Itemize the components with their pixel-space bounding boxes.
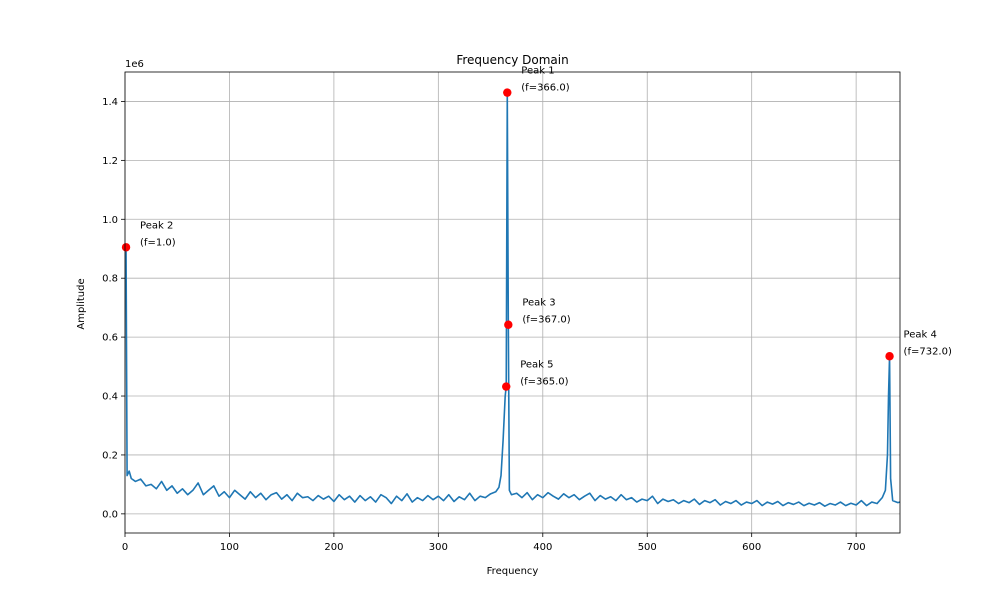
x-axis-ticks: 0 100 200 300 400 500 600 700 <box>122 533 866 553</box>
x-tick-label: 100 <box>220 542 239 553</box>
x-tick-label: 500 <box>638 542 657 553</box>
peak-label-name: Peak 1 <box>521 66 554 77</box>
y-axis-label: Amplitude <box>76 278 87 329</box>
peak-markers <box>121 88 894 391</box>
peak-label-name: Peak 3 <box>522 298 555 309</box>
x-tick-label: 600 <box>742 542 761 553</box>
y-tick-label: 1.0 <box>102 215 118 226</box>
y-tick-label: 0.2 <box>102 450 118 461</box>
y-tick-label: 0.8 <box>102 274 118 285</box>
peak-marker <box>121 243 131 252</box>
peak-label: Peak 3 (f=367.0) <box>522 298 570 326</box>
peak-marker <box>502 382 511 391</box>
peak-marker <box>885 352 894 361</box>
peak-label: Peak 4 (f=732.0) <box>904 329 952 357</box>
x-tick-label: 0 <box>122 542 128 553</box>
peak-marker <box>503 88 512 97</box>
peak-label-name: Peak 2 <box>140 220 173 231</box>
peak-label-frequency: (f=732.0) <box>904 346 952 357</box>
peak-label-name: Peak 5 <box>520 360 553 371</box>
x-tick-label: 200 <box>324 542 343 553</box>
peak-label: Peak 1 (f=366.0) <box>521 66 569 94</box>
y-axis-scale-label: 1e6 <box>125 59 144 70</box>
grid <box>124 72 900 533</box>
y-tick-label: 0.6 <box>102 333 118 344</box>
peak-label-frequency: (f=1.0) <box>140 237 176 248</box>
y-tick-label: 0.4 <box>102 392 118 403</box>
y-axis-ticks: 0.0 0.2 0.4 0.6 0.8 1.0 1.2 1.4 <box>102 97 125 520</box>
peak-annotations: Peak 1 (f=366.0) Peak 2 (f=1.0) Peak 3 (f=367… <box>140 66 952 388</box>
peak-marker <box>504 320 513 329</box>
chart-title: Frequency Domain <box>456 53 568 67</box>
x-tick-label: 300 <box>429 542 448 553</box>
x-axis-label: Frequency <box>487 566 539 577</box>
x-tick-label: 700 <box>847 542 866 553</box>
peak-label-name: Peak 4 <box>904 329 937 340</box>
y-tick-label: 1.4 <box>102 97 118 108</box>
plot-frame <box>124 71 901 534</box>
peak-label-frequency: (f=367.0) <box>522 315 570 326</box>
peak-label-frequency: (f=366.0) <box>521 83 569 94</box>
x-tick-label: 400 <box>533 542 552 553</box>
peak-label: Peak 2 (f=1.0) <box>140 220 176 248</box>
y-tick-label: 1.2 <box>102 156 118 167</box>
y-tick-label: 0.0 <box>102 509 118 520</box>
peak-label: Peak 5 (f=365.0) <box>520 360 568 388</box>
peak-label-frequency: (f=365.0) <box>520 377 568 388</box>
